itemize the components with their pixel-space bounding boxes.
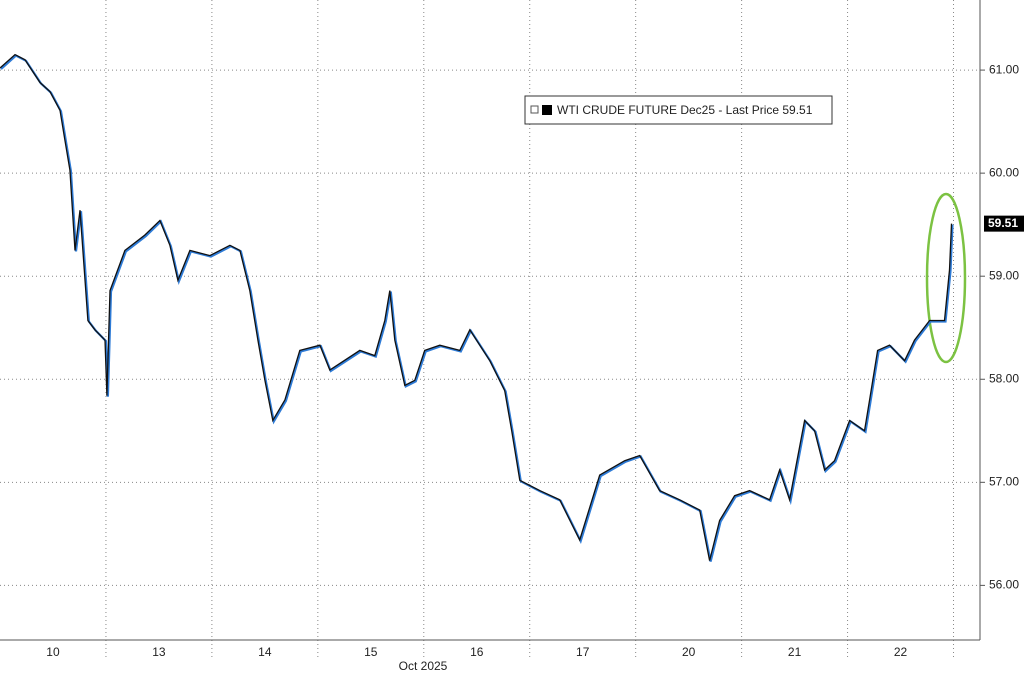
x-tick-label: 14: [258, 645, 272, 659]
x-axis-label: Oct 2025: [399, 659, 448, 673]
y-tick-label: 56.00: [989, 578, 1019, 592]
y-tick-label: 59.00: [989, 268, 1019, 282]
x-tick-label: 13: [152, 645, 166, 659]
y-tick-label: 61.00: [989, 62, 1019, 76]
y-tick-label: 57.00: [989, 474, 1019, 488]
y-tick-label: 58.00: [989, 371, 1019, 385]
x-tick-label: 10: [46, 645, 60, 659]
legend-label: WTI CRUDE FUTURE Dec25 - Last Price 59.5…: [557, 103, 813, 117]
y-tick-label: 60.00: [989, 165, 1019, 179]
legend-box: [524, 95, 833, 125]
highlight-ellipse: [925, 192, 967, 364]
x-tick-label: 22: [894, 645, 908, 659]
legend: WTI CRUDE FUTURE Dec25 - Last Price 59.5…: [524, 95, 833, 125]
x-tick-label: 21: [788, 645, 802, 659]
last-price-box: [984, 215, 1024, 232]
last-price-label: 59.51: [988, 216, 1018, 230]
x-tick-label: 20: [682, 645, 696, 659]
x-tick-label: 15: [364, 645, 378, 659]
legend-swatch: [542, 105, 552, 115]
legend-toggle: [530, 105, 539, 114]
price-line: [0, 53, 953, 561]
x-tick-label: 17: [576, 645, 590, 659]
x-tick-label: 16: [470, 645, 484, 659]
